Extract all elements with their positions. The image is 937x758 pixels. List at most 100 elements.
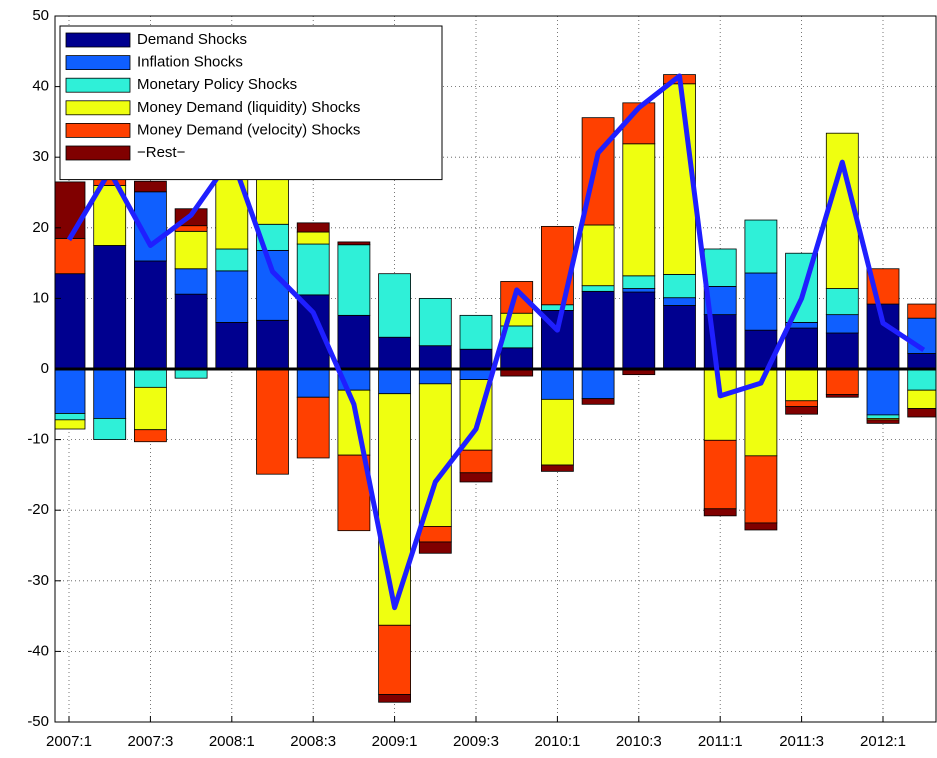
y-tick-label: -30 (27, 572, 49, 589)
x-tick-label: 2007:1 (46, 733, 92, 750)
y-tick-label: 10 (32, 289, 49, 306)
bar-segment (93, 368, 127, 419)
bar-segment (785, 252, 818, 323)
bar-segment (133, 260, 167, 370)
bar-segment (256, 368, 289, 475)
bar-segment (622, 275, 656, 289)
bar-segment (133, 180, 167, 193)
bar-segment (256, 174, 289, 225)
bar-segment (133, 429, 167, 443)
bar-segment (663, 305, 696, 370)
bar-segment (500, 347, 534, 370)
bar-segment (825, 368, 859, 395)
bar-segment (215, 270, 249, 323)
bar-segment (541, 225, 574, 306)
legend-label: −Rest− (137, 144, 186, 161)
bar-segment (907, 389, 936, 409)
bar-segment (866, 414, 900, 419)
bar-segment (55, 419, 86, 430)
bar-segment (541, 368, 574, 400)
bar-segment (378, 694, 412, 703)
line (66, 73, 926, 611)
bar-segment (55, 273, 86, 370)
bar-segment (378, 368, 412, 395)
bar-segment (296, 243, 330, 296)
bar-segment (215, 322, 249, 370)
bars (55, 73, 936, 703)
bar-segment (541, 398, 574, 466)
legend-swatch (65, 123, 131, 138)
bar-segment (174, 230, 208, 270)
bar-segment (622, 288, 656, 293)
bar-segment (581, 290, 615, 370)
x-tick-label: 2010:3 (616, 733, 662, 750)
bar-segment (907, 408, 936, 418)
x-tick-label: 2010:1 (534, 733, 580, 750)
bar-segment (55, 413, 86, 421)
bar-segment (418, 383, 452, 527)
legend-swatch (65, 77, 131, 93)
bar-segment (785, 400, 818, 407)
bar-segment (133, 386, 167, 431)
bar-segment (866, 419, 900, 424)
legend-swatch (65, 32, 131, 48)
y-tick-label: 20 (32, 219, 49, 236)
bar-segment (785, 368, 818, 402)
y-tick-label: 50 (32, 7, 49, 24)
y-tick-label: -10 (27, 431, 49, 448)
bar-segment (93, 418, 127, 441)
bar-segment (541, 304, 574, 311)
y-tick-label: -40 (27, 642, 49, 659)
bar-segment (296, 396, 330, 459)
bar-segment (581, 224, 615, 287)
legend-label: Demand Shocks (137, 31, 247, 48)
bar-segment (418, 345, 452, 370)
bar-segment (418, 541, 452, 554)
bar-segment (459, 314, 493, 350)
bar-segment (785, 327, 818, 370)
bar-segment (825, 332, 859, 370)
legend-swatch (65, 100, 131, 116)
bar-segment (418, 297, 452, 347)
x-tick-label: 2011:3 (779, 733, 824, 750)
bar-segment (866, 368, 900, 416)
legend-swatch (65, 55, 131, 70)
bar-segment (785, 406, 818, 415)
bar-segment (459, 449, 493, 474)
bar-segment (55, 237, 86, 275)
y-tick-label: -50 (27, 713, 49, 730)
bar-segment (378, 624, 412, 695)
legend-label: Money Demand (velocity) Shocks (137, 121, 360, 138)
bar-segment (825, 394, 859, 398)
x-tick-label: 2008:3 (290, 733, 336, 750)
bar-segment (663, 297, 696, 306)
x-tick-label: 2011:1 (698, 733, 743, 750)
y-tick-label: 40 (32, 78, 49, 95)
legend-label: Inflation Shocks (137, 54, 243, 71)
bar-segment (541, 464, 574, 472)
bar-segment (378, 273, 412, 338)
y-tick-label: 0 (41, 360, 49, 377)
bar-segment (174, 293, 208, 370)
x-tick-label: 2009:3 (453, 733, 499, 750)
bar-segment (55, 181, 86, 239)
bar-segment (703, 439, 737, 510)
bar-segment (55, 368, 86, 414)
bar-segment (581, 285, 615, 292)
x-tick-label: 2008:1 (209, 733, 255, 750)
bar-segment (418, 526, 452, 543)
bar-segment (256, 319, 289, 370)
bar-segment (622, 143, 656, 277)
bar-segment (296, 222, 330, 233)
bar-segment (459, 348, 493, 370)
bar-segment (459, 368, 493, 380)
bar-segment (337, 314, 371, 370)
bar-segment (825, 288, 859, 316)
bar-segment (744, 522, 778, 531)
bar-segment (703, 508, 737, 517)
bar-segment (663, 273, 696, 299)
y-tick-label: -20 (27, 501, 49, 518)
bar-segment (703, 248, 737, 287)
